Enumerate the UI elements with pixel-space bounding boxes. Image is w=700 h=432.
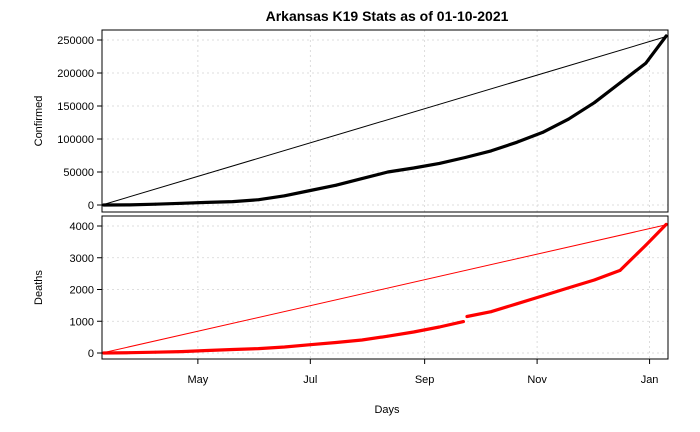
deaths-data-point	[128, 351, 132, 355]
deaths-data-point	[154, 350, 157, 354]
deaths-data-point	[283, 345, 286, 349]
confirmed-y-tick-label: 150000	[57, 101, 94, 113]
deaths-y-tick-label: 2000	[70, 285, 94, 297]
deaths-data-point	[386, 334, 390, 338]
x-tick-label: Sep	[415, 374, 435, 386]
deaths-y-axis-label: Deaths	[33, 270, 45, 305]
confirmed-data-point	[463, 156, 467, 159]
confirmed-data-point	[644, 61, 648, 65]
deaths-plot-frame	[101, 215, 669, 360]
confirmed-data-point	[283, 194, 286, 198]
deaths-reference-line	[101, 223, 669, 354]
confirmed-y-tick-label: 250000	[57, 35, 94, 47]
deaths-y-tick-label: 4000	[70, 221, 94, 233]
chart-title: Arkansas K19 Stats as of 01-10-2021	[266, 8, 509, 24]
deaths-data-point	[360, 338, 364, 342]
deaths-y-tick-label: 3000	[70, 253, 94, 265]
confirmed-data-point	[386, 170, 390, 174]
deaths-data-point	[461, 320, 465, 323]
confirmed-data-point	[179, 201, 183, 205]
deaths-y-tick-label: 1000	[70, 316, 94, 328]
deaths-data-point	[179, 350, 183, 353]
deaths-data-point	[618, 269, 622, 272]
deaths-data-point	[644, 243, 648, 247]
deaths-data-point	[257, 347, 261, 350]
x-axis-label: Days	[374, 404, 400, 416]
x-tick-label: Nov	[527, 374, 547, 386]
confirmed-data-point	[592, 101, 596, 105]
confirmed-data-point	[154, 202, 157, 206]
x-tick-label: Jan	[641, 374, 659, 386]
deaths-data-point	[308, 343, 312, 347]
deaths-data-point	[205, 349, 209, 352]
confirmed-data-point	[257, 198, 261, 202]
confirmed-y-tick-label: 200000	[57, 68, 94, 80]
confirmed-data-point	[360, 177, 364, 181]
confirmed-data-point	[102, 203, 106, 207]
confirmed-data-point	[567, 117, 570, 121]
deaths-y-tick-label: 0	[88, 348, 94, 360]
confirmed-data-point	[541, 131, 545, 134]
confirmed-data-point	[515, 140, 519, 144]
confirmed-y-tick-label: 0	[88, 200, 94, 212]
confirmed-plot-frame	[101, 29, 669, 213]
deaths-data-point	[567, 286, 570, 290]
confirmed-data-point	[412, 166, 415, 170]
deaths-series-line	[465, 222, 668, 319]
confirmed-data-point	[437, 162, 441, 165]
confirmed-data-point	[618, 81, 622, 85]
confirmed-y-tick-label: 100000	[57, 134, 94, 146]
confirmed-data-point	[308, 189, 312, 192]
confirmed-data-point	[664, 34, 668, 38]
confirmed-data-point	[334, 183, 338, 187]
confirmed-y-tick-label: 50000	[63, 167, 94, 179]
deaths-data-point	[231, 348, 235, 351]
x-tick-label: May	[187, 374, 208, 386]
x-tick-label: Jul	[303, 374, 317, 386]
deaths-data-point	[334, 341, 338, 344]
confirmed-data-point	[231, 200, 235, 203]
deaths-data-point	[102, 351, 106, 355]
deaths-data-point	[541, 294, 545, 298]
deaths-data-point	[437, 325, 441, 329]
deaths-data-point	[412, 330, 415, 334]
deaths-series-line	[102, 320, 465, 355]
confirmed-data-point	[128, 203, 132, 207]
confirmed-data-point	[489, 149, 493, 153]
deaths-data-point	[664, 223, 668, 226]
deaths-data-point	[515, 302, 519, 306]
deaths-data-point	[592, 278, 596, 282]
confirmed-reference-line	[101, 35, 669, 206]
confirmed-y-axis-label: Confirmed	[33, 96, 45, 147]
confirmed-data-point	[205, 200, 209, 204]
deaths-data-point	[465, 315, 469, 318]
deaths-data-point	[489, 310, 493, 314]
